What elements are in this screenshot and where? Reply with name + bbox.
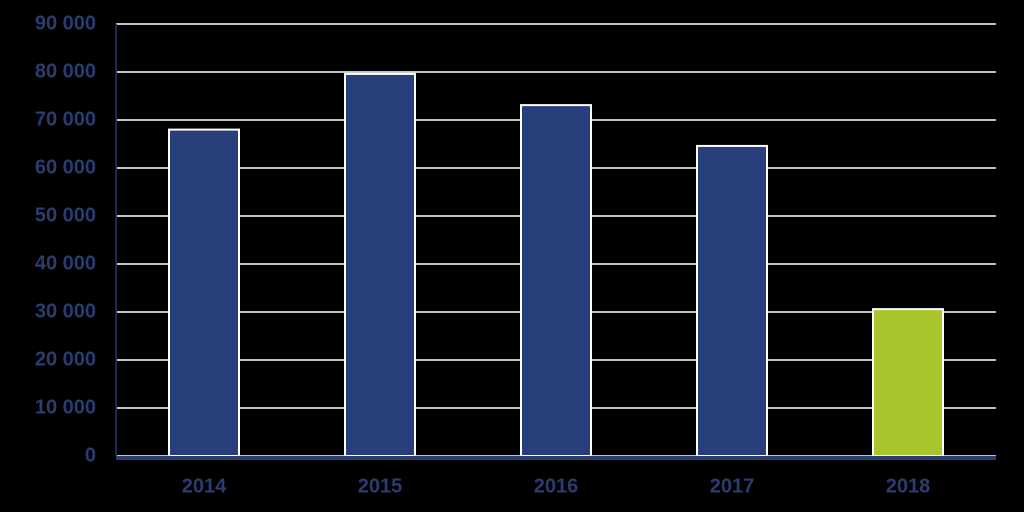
x-tick-label: 2015 — [358, 475, 403, 497]
y-tick-label: 70 000 — [35, 108, 96, 130]
bar — [872, 308, 944, 457]
y-tick-label: 40 000 — [35, 252, 96, 274]
y-tick-label: 30 000 — [35, 300, 96, 322]
bar — [696, 144, 768, 457]
y-tick-label: 60 000 — [35, 156, 96, 178]
bar — [520, 104, 592, 458]
x-tick-label: 2018 — [886, 475, 931, 497]
bar — [344, 72, 416, 457]
x-tick-label: 2017 — [710, 475, 755, 497]
x-tick-label: 2016 — [534, 475, 579, 497]
bar — [168, 128, 240, 457]
x-tick-label: 2014 — [182, 475, 227, 497]
y-tick-label: 0 — [85, 444, 96, 466]
y-tick-label: 50 000 — [35, 204, 96, 226]
y-tick-label: 90 000 — [35, 12, 96, 34]
y-tick-label: 20 000 — [35, 348, 96, 370]
y-tick-label: 10 000 — [35, 396, 96, 418]
y-tick-label: 80 000 — [35, 60, 96, 82]
